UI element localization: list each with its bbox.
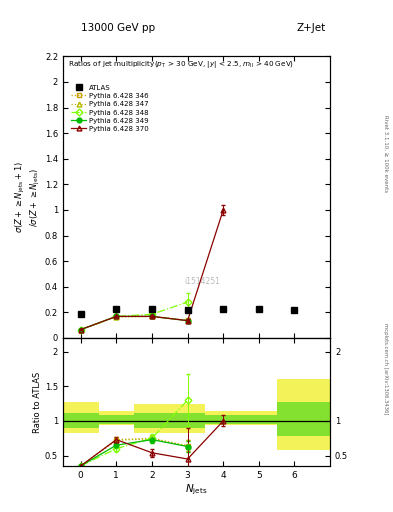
Text: Rivet 3.1.10, ≥ 100k events: Rivet 3.1.10, ≥ 100k events	[383, 115, 388, 192]
Y-axis label: $\sigma(Z + \geq N_\mathrm{jets}+1)$
$/ \sigma(Z + \geq N_\mathrm{jets})$: $\sigma(Z + \geq N_\mathrm{jets}+1)$ $/ …	[14, 161, 42, 233]
Text: 13000 GeV pp: 13000 GeV pp	[81, 23, 155, 33]
Legend: ATLAS, Pythia 6.428 346, Pythia 6.428 347, Pythia 6.428 348, Pythia 6.428 349, P: ATLAS, Pythia 6.428 346, Pythia 6.428 34…	[69, 82, 151, 134]
Text: Z+Jet: Z+Jet	[297, 23, 326, 33]
Y-axis label: Ratio to ATLAS: Ratio to ATLAS	[33, 371, 42, 433]
Text: i1514251: i1514251	[184, 277, 220, 286]
X-axis label: $N_\mathrm{jets}$: $N_\mathrm{jets}$	[185, 482, 208, 497]
Text: Ratios of jet multiplicity($p_\mathrm{T}$ > 30 GeV, $|y|$ < 2.5, $m_\mathrm{ll}$: Ratios of jet multiplicity($p_\mathrm{T}…	[68, 59, 294, 70]
Text: mcplots.cern.ch [arXiv:1306.3436]: mcplots.cern.ch [arXiv:1306.3436]	[383, 323, 388, 414]
